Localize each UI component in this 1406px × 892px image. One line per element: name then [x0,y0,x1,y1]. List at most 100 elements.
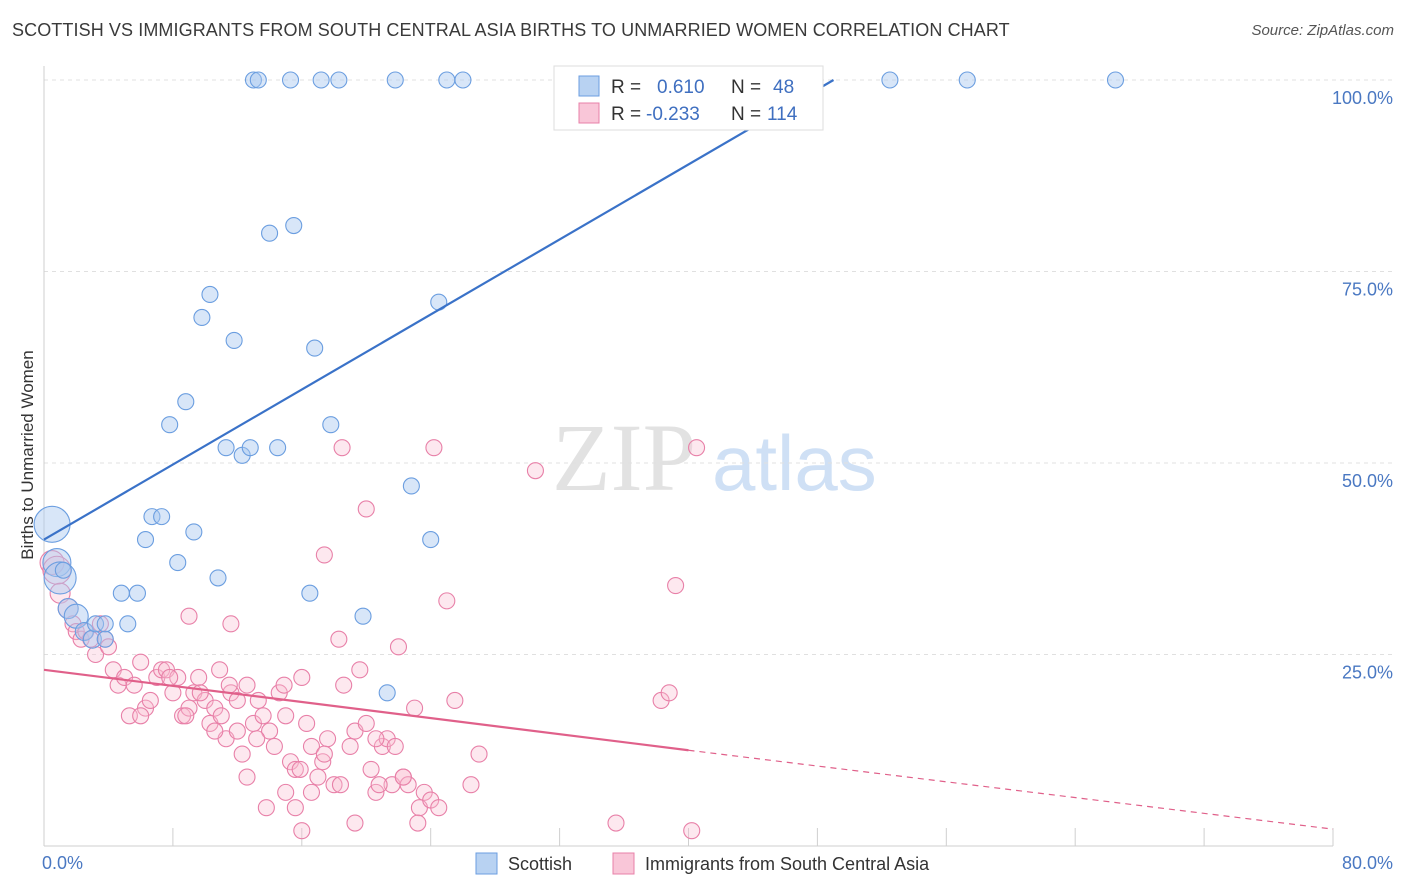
immigrants-point [688,439,706,457]
scottish-point [386,71,404,89]
scottish-point [161,416,179,434]
legend-r-value-scottish: 0.610 [657,77,705,98]
watermark-atlas: atlas [712,419,877,507]
legend-swatch-immigrants [578,102,600,124]
bottom-legend-label-scottish: Scottish [508,854,572,874]
immigrants-point [293,668,311,687]
immigrants-point [265,737,283,755]
scottish-point [153,508,171,526]
immigrants-point [254,707,272,725]
scottish-point [177,393,195,411]
immigrants-point [357,714,375,732]
immigrants-point [409,814,427,832]
immigrants-point [425,439,443,457]
trend-lines [43,79,1334,830]
immigrants-point [667,577,685,595]
scottish-point [285,216,303,235]
immigrants-point [357,500,375,518]
immigrants-point [261,722,279,740]
scottish-point [881,71,899,89]
bottom-legend-swatch-scottish [475,852,498,875]
scottish-point [33,505,71,543]
immigrants-trend-line [43,668,689,752]
immigrants-point [446,691,464,710]
scottish-point [119,615,137,633]
legend-n-value-immigrants: 114 [767,104,798,125]
immigrants-point [607,814,625,832]
immigrants-point [248,730,266,748]
immigrants-point [238,676,256,694]
immigrants-point [526,462,544,480]
scottish-point [281,71,300,89]
scottish-point [438,71,456,89]
scottish-point [143,508,161,526]
scottish-point [169,554,187,572]
immigrants-point [394,768,412,786]
immigrants-point [180,607,198,625]
scottish-point [422,531,440,549]
legend-r-label-1: R = [611,77,641,98]
immigrants-point [206,722,224,740]
immigrants-point [132,653,150,671]
immigrants-point [302,737,321,755]
immigrants-point [335,676,353,694]
immigrants-point [351,661,369,679]
immigrants-point [325,776,343,794]
immigrants-point [238,768,256,786]
immigrants-point [277,707,295,725]
scottish-point [112,584,130,602]
immigrants-point [277,783,295,801]
scottish-point [249,71,267,89]
immigrants-point [233,745,251,763]
legend-r-label-2: R = [611,104,641,125]
series-legend: Scottish Immigrants from South Central A… [475,852,930,875]
immigrants-point [222,615,240,633]
immigrants-point [220,676,238,694]
scottish-point [354,607,372,625]
immigrants-point [430,799,448,817]
immigrants-point [286,799,304,817]
scottish-point [244,71,263,89]
scottish-point [82,629,102,649]
immigrants-point [370,776,388,794]
immigrants-point [406,699,424,717]
scottish-point [96,615,114,633]
scottish-point [454,71,472,89]
scottish-point [312,71,330,89]
gridlines [44,79,1393,655]
scottish-point [301,584,319,602]
scottish-point [136,531,155,549]
immigrants-point [315,745,333,763]
immigrants-point [683,822,701,840]
legend-swatch-scottish [578,75,600,97]
scottish-point [306,339,324,357]
scottish-point [128,584,147,602]
scottish-point [225,331,243,349]
immigrants-point [346,814,364,832]
legend-n-value-scottish: 48 [773,77,794,98]
scottish-point [330,71,348,89]
immigrants-point [286,760,304,778]
immigrants-point [228,722,246,740]
immigrants-point [362,760,380,778]
immigrants-point [132,707,150,725]
immigrants-point [438,592,456,610]
immigrants-point [319,730,337,748]
y-axis-label: Births to Unmarried Women [18,350,37,559]
immigrants-point [211,661,229,679]
immigrants-point [389,638,408,656]
immigrants-point [386,737,404,755]
immigrants-point [470,745,488,763]
x-tick-label: 0.0% [42,853,83,873]
immigrants-point [291,760,309,778]
immigrants-point [330,630,348,648]
immigrants-point [660,684,678,702]
x-tick-label: 80.0% [1342,853,1393,873]
scottish-points [33,71,1125,702]
correlation-legend: R = 0.610 N = 48 R = -0.233 N = 114 [553,65,824,131]
y-tick-label: 25.0% [1342,663,1393,683]
immigrants-point [462,776,480,794]
scottish-point [87,615,105,633]
scottish-point [201,285,219,304]
bottom-legend-swatch-immigrants [612,852,635,875]
